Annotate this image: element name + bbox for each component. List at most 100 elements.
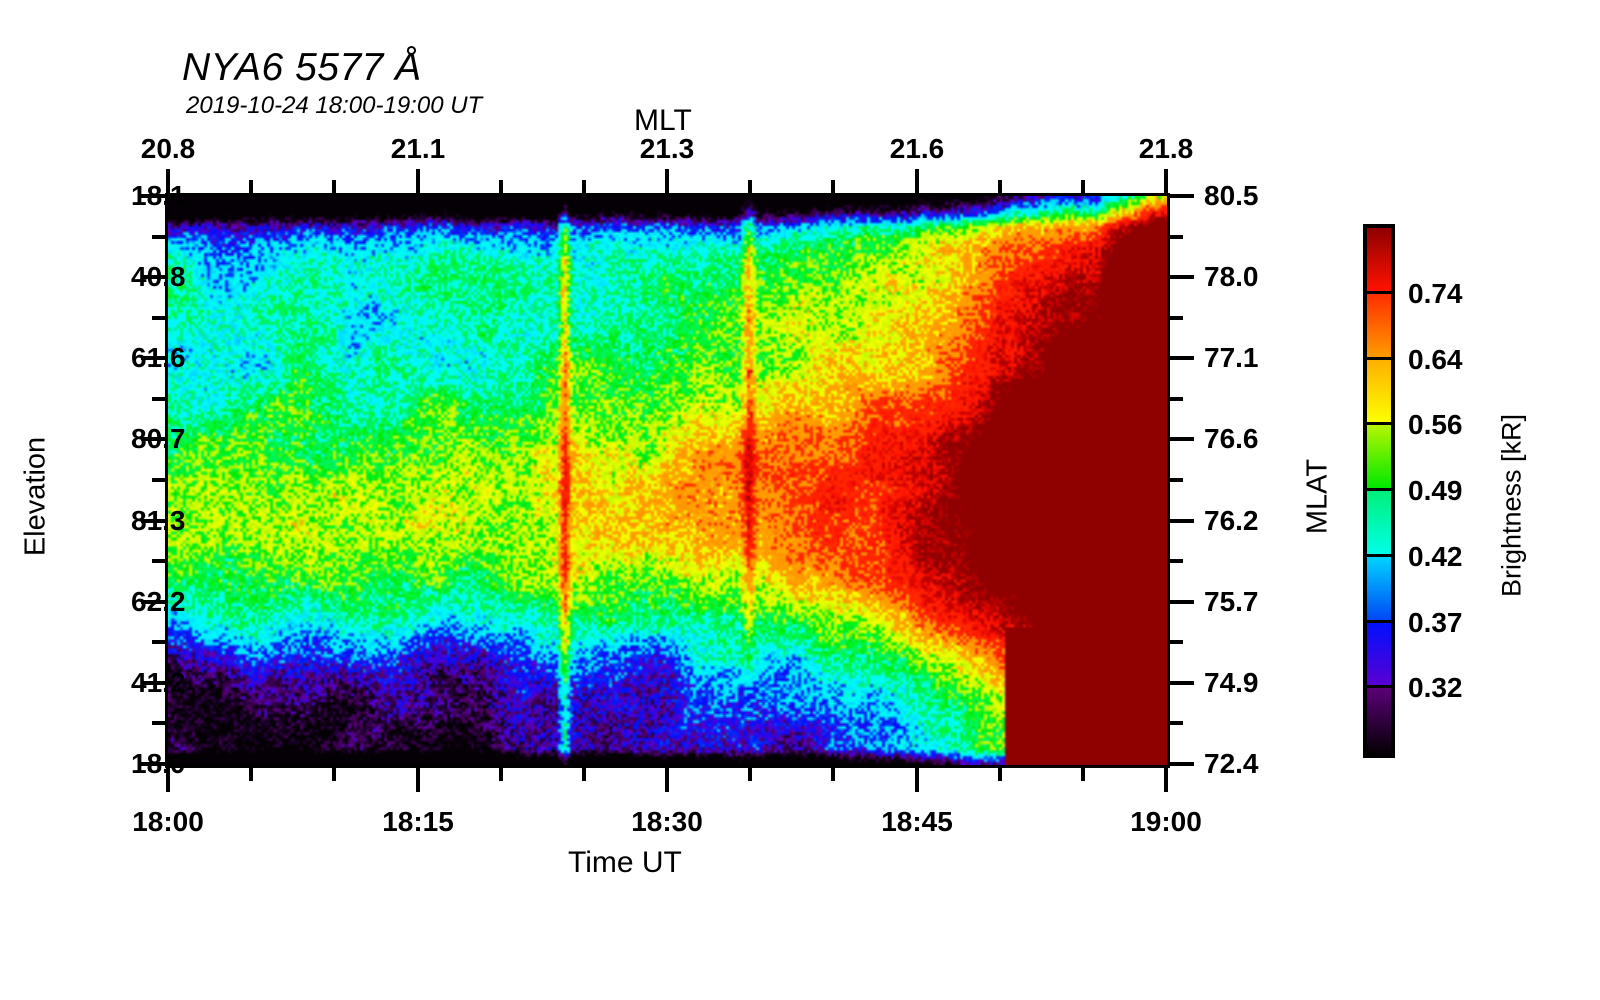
minor-tick-right-5 <box>1170 640 1183 644</box>
tick-right-6 <box>1170 681 1194 685</box>
tick-label-mlt-4: 21.8 <box>1138 133 1194 164</box>
tick-top-4 <box>1164 169 1168 193</box>
colorbar-tick-label-1: 0.64 <box>1408 343 1463 375</box>
minor-tick-right-3 <box>1170 478 1183 482</box>
tick-bottom-1 <box>416 768 420 792</box>
minor-tick-bottom-0-2 <box>332 768 336 781</box>
colorbar-tick-label-0: 0.74 <box>1408 277 1463 309</box>
tick-right-5 <box>1170 600 1194 604</box>
colorbar-segment-red-to-orange <box>1367 293 1391 360</box>
tick-label-mlat-0: 80.5 <box>1204 180 1259 211</box>
tick-left-2 <box>141 356 165 360</box>
minor-tick-right-6 <box>1170 721 1183 725</box>
tick-label-mlt-0: 20.8 <box>140 133 196 164</box>
tick-label-mlat-7: 72.4 <box>1204 748 1259 779</box>
minor-tick-left-3 <box>152 478 165 482</box>
minor-tick-bottom-1-1 <box>499 768 503 781</box>
keogram-image <box>168 196 1167 765</box>
tick-bottom-3 <box>915 768 919 792</box>
tick-label-mlt-2: 21.3 <box>639 133 695 164</box>
minor-tick-top-0-2 <box>332 180 336 193</box>
axis-title-time: Time UT <box>568 846 682 879</box>
tick-left-5 <box>141 600 165 604</box>
colorbar-tick-label-4: 0.42 <box>1408 540 1463 572</box>
tick-right-1 <box>1170 275 1194 279</box>
tick-top-2 <box>665 169 669 193</box>
axis-title-mlat: MLAT <box>1301 458 1334 535</box>
colorbar-segment-purple-to-black <box>1367 688 1391 754</box>
minor-tick-top-3-2 <box>1081 180 1085 193</box>
tick-left-6 <box>141 681 165 685</box>
minor-tick-right-2 <box>1170 397 1183 401</box>
minor-tick-bottom-3-1 <box>998 768 1002 781</box>
tick-label-time-3: 18:45 <box>881 806 953 837</box>
minor-tick-left-1 <box>152 316 165 320</box>
minor-tick-left-4 <box>152 559 165 563</box>
tick-left-4 <box>141 519 165 523</box>
minor-tick-left-6 <box>152 721 165 725</box>
tick-bottom-2 <box>665 768 669 792</box>
tick-label-mlt-3: 21.6 <box>889 133 945 164</box>
minor-tick-top-2-1 <box>748 180 752 193</box>
colorbar-segment-green-to-cyan <box>1367 491 1391 557</box>
tick-label-time-0: 18:00 <box>132 806 204 837</box>
figure-title: NYA6 5577 Å <box>182 46 422 89</box>
tick-left-7 <box>141 762 165 766</box>
minor-tick-left-5 <box>152 640 165 644</box>
keogram-plot-area <box>165 193 1170 768</box>
minor-tick-top-2-2 <box>831 180 835 193</box>
colorbar-segment-dark-red-to-red <box>1367 228 1391 294</box>
tick-bottom-0 <box>166 768 170 792</box>
figure-subtitle: 2019-10-24 18:00-19:00 UT <box>186 92 483 119</box>
colorbar-tick-label-5: 0.37 <box>1408 606 1463 638</box>
tick-left-1 <box>141 275 165 279</box>
minor-tick-top-1-2 <box>582 180 586 193</box>
tick-top-1 <box>416 169 420 193</box>
colorbar-segment-yellowgreen-to-green <box>1367 425 1391 491</box>
tick-label-mlat-3: 76.6 <box>1204 423 1259 454</box>
tick-right-0 <box>1170 194 1194 198</box>
minor-tick-bottom-2-2 <box>831 768 835 781</box>
tick-label-mlat-5: 75.7 <box>1204 586 1259 617</box>
tick-label-mlat-2: 77.1 <box>1204 342 1259 373</box>
axis-title-mlt: MLT <box>634 104 692 137</box>
tick-left-0 <box>141 194 165 198</box>
minor-tick-right-1 <box>1170 316 1183 320</box>
colorbar-tick-label-6: 0.32 <box>1408 672 1463 704</box>
tick-label-mlat-6: 74.9 <box>1204 667 1259 698</box>
minor-tick-right-0 <box>1170 235 1183 239</box>
colorbar-title: Brightness [kR] <box>1496 413 1527 598</box>
colorbar-segment-cyan-to-blue <box>1367 556 1391 623</box>
minor-tick-bottom-0-1 <box>249 768 253 781</box>
colorbar-segment-blue-to-violet <box>1367 622 1391 689</box>
tick-label-mlat-1: 78.0 <box>1204 261 1259 292</box>
tick-right-4 <box>1170 519 1194 523</box>
tick-label-mlt-1: 21.1 <box>390 133 446 164</box>
colorbar-segment-orange-to-yellow <box>1367 359 1391 426</box>
tick-right-7 <box>1170 762 1194 766</box>
colorbar-tick-label-3: 0.49 <box>1408 475 1463 506</box>
minor-tick-top-0-1 <box>249 180 253 193</box>
minor-tick-left-0 <box>152 235 165 239</box>
minor-tick-bottom-3-2 <box>1081 768 1085 781</box>
axis-title-elevation: Elevation <box>19 436 52 557</box>
tick-label-time-4: 19:00 <box>1130 806 1202 837</box>
minor-tick-left-2 <box>152 397 165 401</box>
minor-tick-bottom-2-1 <box>748 768 752 781</box>
minor-tick-top-3-1 <box>998 180 1002 193</box>
tick-right-2 <box>1170 356 1194 360</box>
tick-label-time-2: 18:30 <box>631 806 703 837</box>
tick-top-3 <box>915 169 919 193</box>
tick-label-time-1: 18:15 <box>382 806 454 837</box>
minor-tick-right-4 <box>1170 559 1183 563</box>
tick-bottom-4 <box>1164 768 1168 792</box>
colorbar-tick-label-2: 0.56 <box>1408 409 1463 441</box>
tick-top-0 <box>166 169 170 193</box>
tick-left-3 <box>141 437 165 441</box>
tick-right-3 <box>1170 437 1194 441</box>
colorbar <box>1363 224 1395 758</box>
minor-tick-top-1-1 <box>499 180 503 193</box>
minor-tick-bottom-1-2 <box>582 768 586 781</box>
tick-label-mlat-4: 76.2 <box>1204 505 1259 536</box>
